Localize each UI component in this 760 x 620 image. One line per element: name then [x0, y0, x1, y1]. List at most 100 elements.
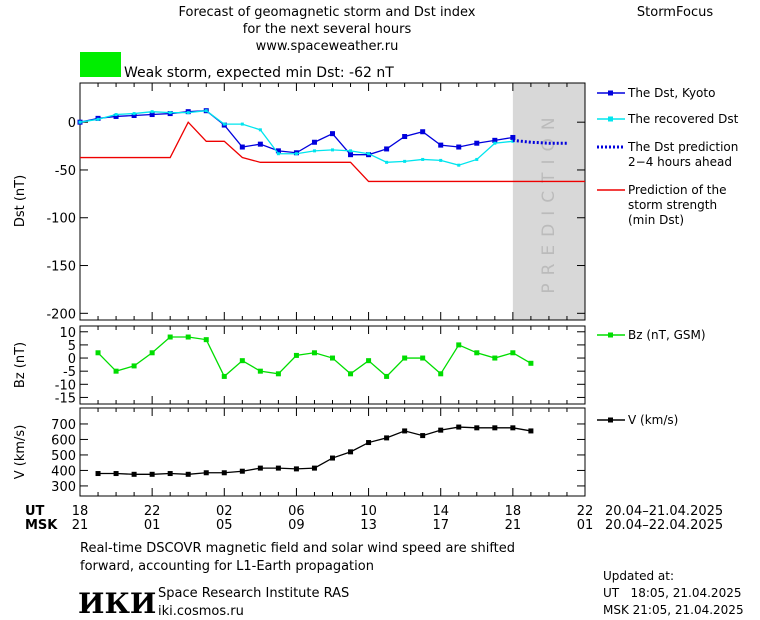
data-point — [475, 157, 479, 161]
prediction-region — [512, 83, 585, 320]
data-point — [239, 358, 245, 364]
data-point — [311, 350, 317, 356]
y-tick-label: 0 — [68, 352, 76, 367]
data-point — [331, 148, 334, 152]
data-point — [456, 424, 462, 430]
x-row-name: UT — [25, 504, 45, 519]
y-tick-label: -5 — [63, 365, 76, 380]
data-point — [421, 157, 425, 161]
x-row-name: MSK — [25, 518, 58, 533]
data-point — [438, 371, 444, 377]
data-point — [95, 471, 101, 477]
data-point — [167, 334, 173, 340]
data-point — [493, 141, 497, 145]
data-point — [276, 152, 280, 156]
logo: ИКИ — [78, 587, 156, 620]
x-tick-label: 10 — [360, 504, 377, 519]
data-point — [330, 355, 335, 361]
data-point — [367, 152, 371, 156]
data-point — [348, 152, 354, 158]
note: forward, accounting for L1-Earth propaga… — [80, 559, 374, 574]
data-point — [294, 152, 298, 156]
data-point — [330, 455, 335, 461]
data-point — [492, 137, 498, 143]
y-tick-label: -10 — [55, 378, 76, 393]
title-line: Forecast of geomagnetic storm and Dst in… — [178, 5, 475, 20]
x-tick-label: 06 — [288, 504, 305, 519]
data-point — [275, 148, 281, 154]
data-point — [240, 122, 244, 126]
legend-label: V (km/s) — [628, 413, 678, 427]
data-point — [348, 371, 354, 377]
data-point — [113, 368, 119, 374]
x-tick-label: 18 — [72, 504, 89, 519]
data-point — [150, 110, 154, 114]
data-point — [438, 427, 444, 433]
y-axis-label: Dst (nT) — [13, 175, 28, 227]
data-point — [348, 449, 354, 455]
data-point — [456, 144, 462, 150]
x-tick-label: 22 — [144, 504, 161, 519]
legend-label: The Dst, Kyoto — [627, 86, 715, 100]
y-tick-label: 0 — [68, 116, 76, 131]
legend-label: (min Dst) — [628, 213, 684, 227]
data-point — [510, 134, 516, 140]
x-tick-label: 02 — [216, 504, 233, 519]
y-tick-label: 300 — [51, 480, 76, 495]
data-point — [257, 141, 263, 147]
y-tick-label: 500 — [51, 449, 76, 464]
x-tick-label: 05 — [216, 518, 233, 533]
legend-marker — [608, 116, 613, 122]
data-point — [114, 113, 118, 117]
data-point — [204, 109, 208, 113]
data-point — [131, 363, 137, 369]
data-point — [239, 468, 245, 474]
data-point — [456, 342, 462, 348]
data-point — [384, 146, 390, 152]
data-point — [149, 471, 155, 477]
x-row-range: 20.04–22.04.2025 — [605, 518, 723, 533]
series-line — [80, 121, 585, 183]
data-point — [293, 466, 299, 472]
legend-label: The Dst prediction — [627, 140, 738, 154]
data-point — [257, 465, 263, 471]
data-point — [185, 471, 191, 477]
x-row-range: 20.04–21.04.2025 — [605, 504, 723, 519]
y-tick-label: 400 — [51, 464, 76, 479]
title-line: www.spaceweather.ru — [256, 39, 399, 54]
data-point — [311, 139, 317, 145]
data-point — [510, 350, 516, 356]
brand: StormFocus — [637, 5, 713, 20]
data-point — [384, 373, 390, 379]
data-point — [222, 122, 226, 126]
x-tick-label: 01 — [577, 518, 594, 533]
y-tick-label: 600 — [51, 433, 76, 448]
x-tick-label: 09 — [288, 518, 305, 533]
legend-marker — [608, 417, 613, 423]
storm-label: Weak storm, expected min Dst: -62 nT — [124, 65, 394, 81]
data-point — [402, 355, 408, 361]
institute: Space Research Institute RAS — [158, 586, 349, 601]
data-point — [330, 131, 335, 137]
data-point — [402, 428, 408, 434]
data-point — [78, 120, 82, 124]
data-point — [474, 140, 480, 146]
y-tick-label: 700 — [51, 418, 76, 433]
data-point — [185, 334, 191, 340]
y-tick-label: 10 — [59, 326, 76, 341]
data-point — [275, 371, 281, 377]
data-point — [168, 111, 172, 115]
legend-label: 2−4 hours ahead — [628, 155, 732, 169]
data-point — [186, 111, 190, 115]
y-tick-label: 5 — [68, 339, 76, 354]
data-point — [474, 350, 480, 356]
data-point — [149, 350, 155, 356]
data-point — [275, 465, 281, 471]
data-point — [366, 440, 372, 446]
data-point — [528, 360, 534, 366]
y-tick-label: -150 — [46, 260, 76, 275]
legend-label: Bz (nT, GSM) — [628, 328, 706, 342]
updated: Updated at: — [603, 569, 674, 583]
data-point — [221, 470, 227, 476]
